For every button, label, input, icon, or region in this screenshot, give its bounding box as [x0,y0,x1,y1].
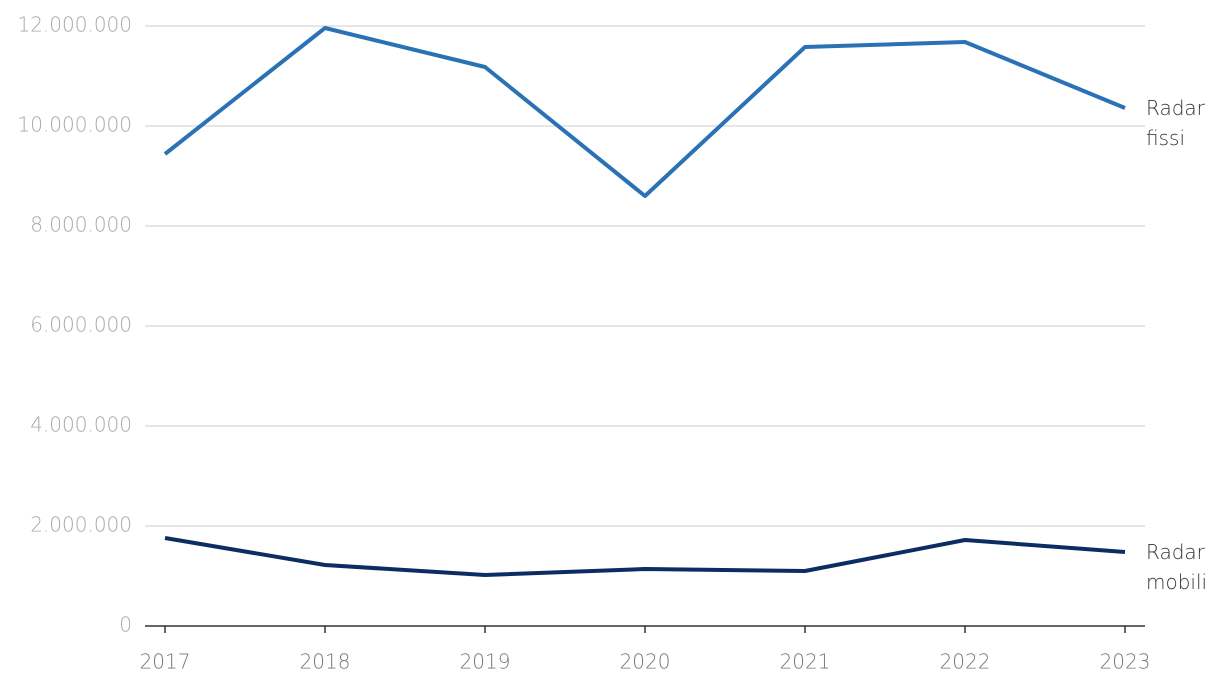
y-tick-label: 4.000.000 [30,413,132,437]
x-tick-label: 2021 [780,650,831,674]
x-tick-label: 2020 [620,650,671,674]
y-tick-label: 0 [119,613,132,637]
x-tick-label: 2022 [940,650,991,674]
series-label: Radar fissi [1146,96,1205,150]
x-tick-label: 2019 [460,650,511,674]
series-line [164,536,1126,577]
x-tick-label: 2017 [140,650,191,674]
y-tick-label: 12.000.000 [17,13,132,37]
x-tick-label: 2018 [300,650,351,674]
y-tick-label: 6.000.000 [30,313,132,337]
series-line [163,26,1126,198]
series-label: Radar mobili [1146,540,1208,594]
x-tick-label: 2023 [1100,650,1151,674]
y-tick-label: 8.000.000 [30,213,132,237]
y-tick-label: 10.000.000 [17,113,132,137]
y-tick-label: 2.000.000 [30,513,132,537]
